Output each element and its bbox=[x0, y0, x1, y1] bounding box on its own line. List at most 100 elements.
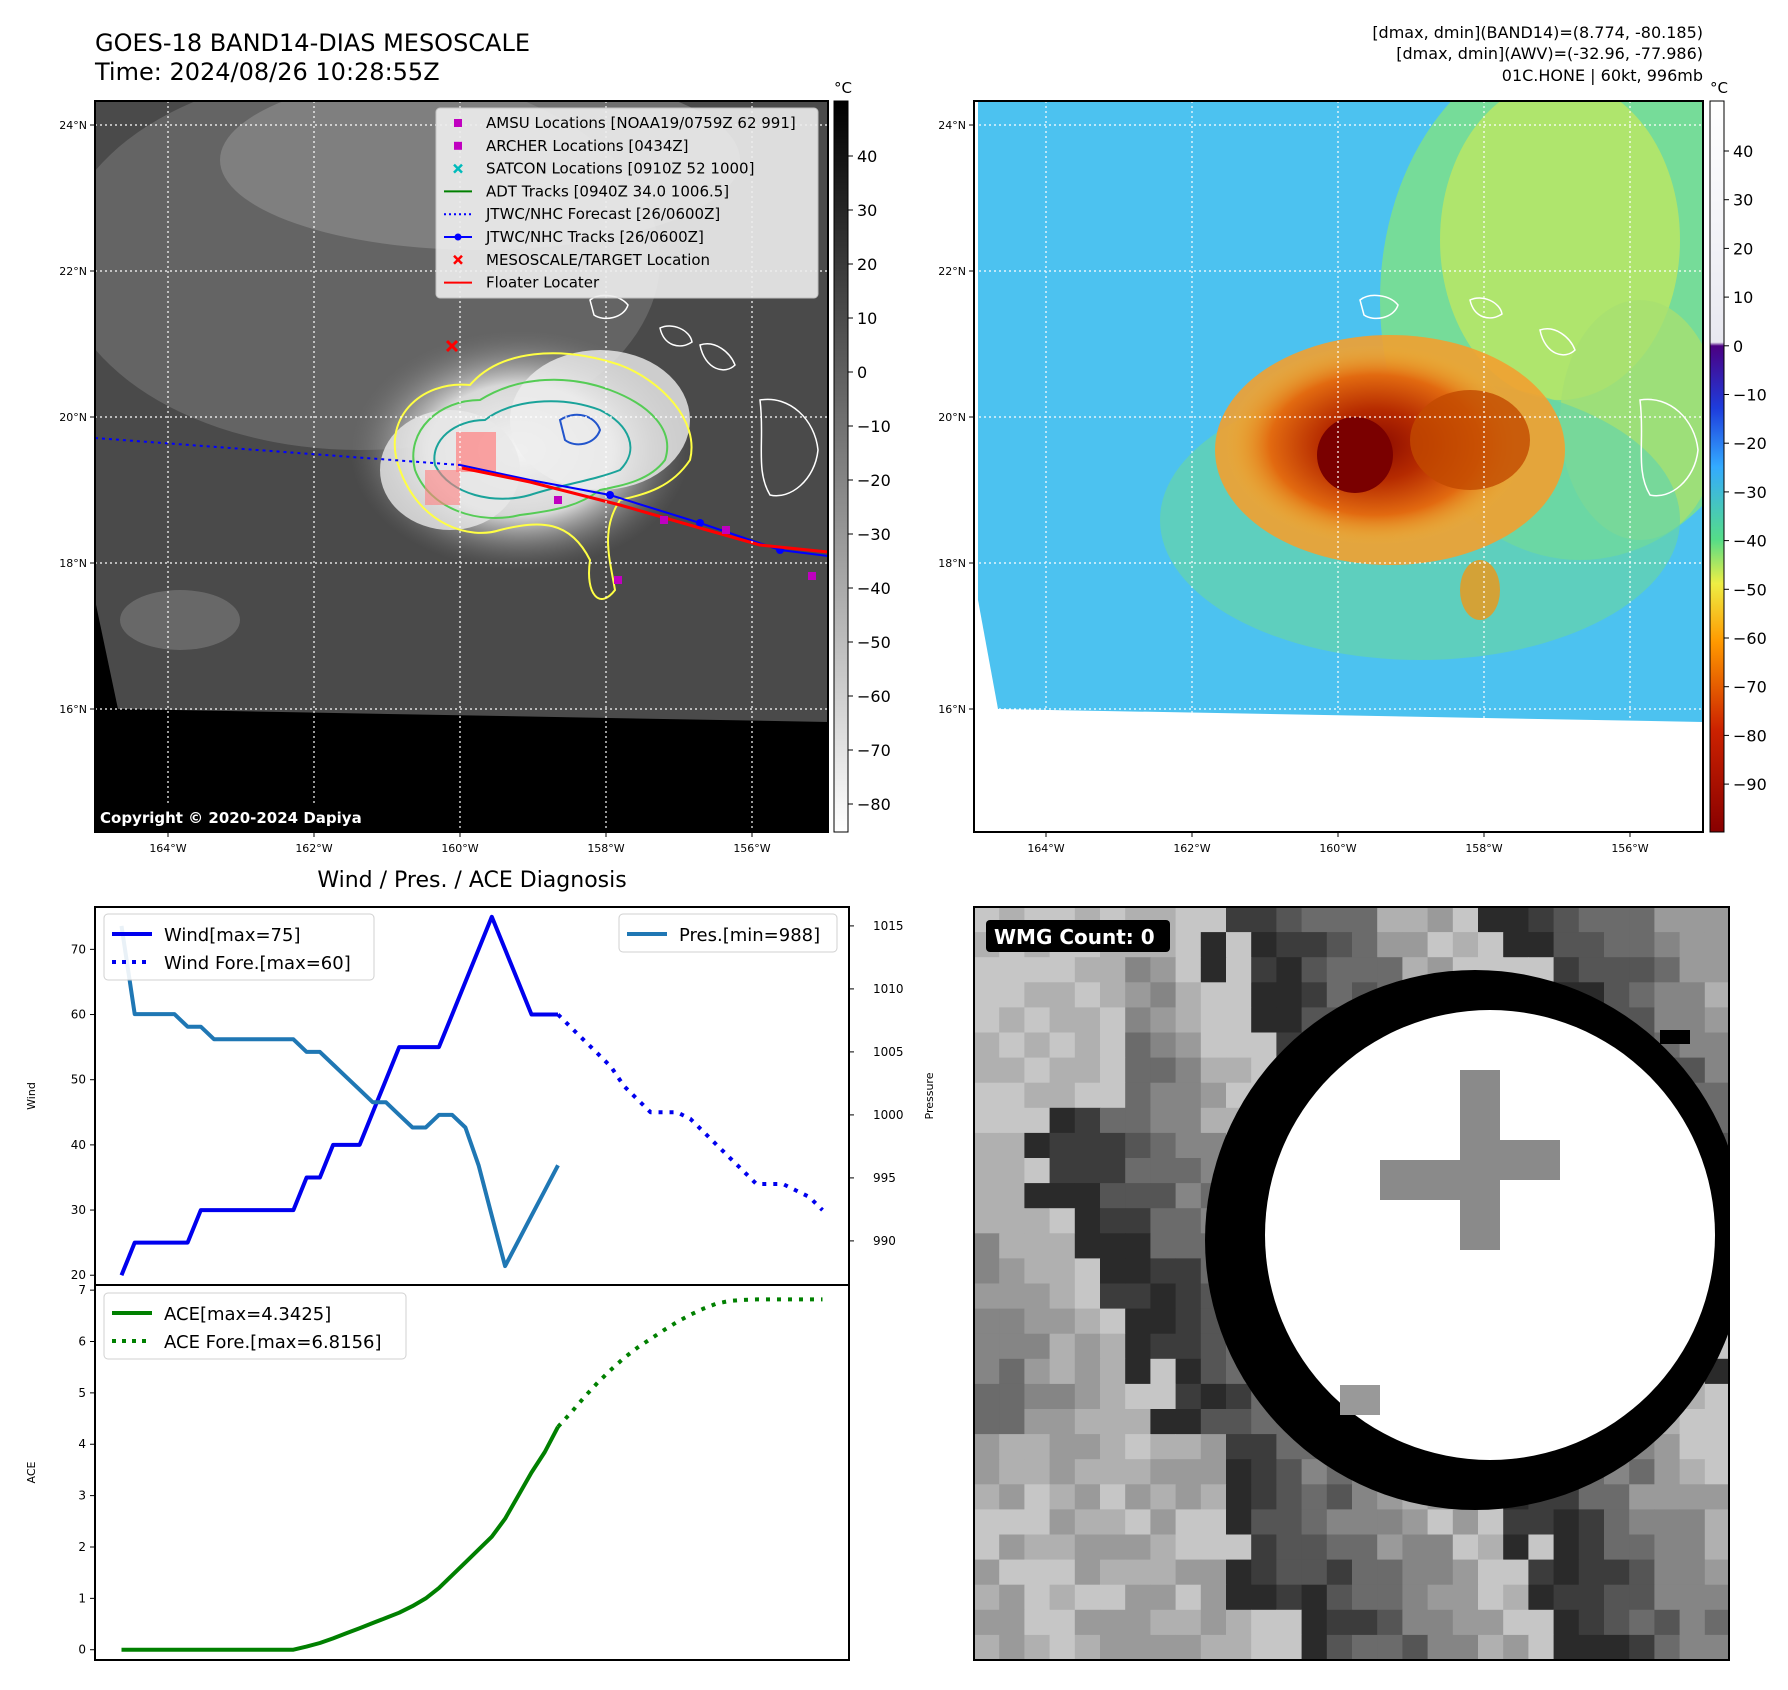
wmg-pixel bbox=[974, 1409, 1000, 1435]
wmg-pixel bbox=[1024, 1434, 1050, 1460]
y-axis-label: Wind bbox=[25, 1082, 38, 1110]
wmg-pixel bbox=[1629, 1509, 1655, 1535]
wmg-pixel bbox=[1074, 1057, 1101, 1084]
lon-tick-label: 158°W bbox=[1465, 842, 1502, 855]
wmg-pixel bbox=[1654, 1007, 1680, 1033]
wmg-pixel bbox=[1200, 932, 1227, 958]
wmg-pixel bbox=[1100, 957, 1126, 983]
wmg-pixel bbox=[999, 1082, 1025, 1109]
wmg-pixel bbox=[1175, 1434, 1202, 1460]
wmg-pixel bbox=[1175, 1032, 1202, 1058]
wmg-pixel bbox=[1175, 907, 1202, 933]
y-tick-label: 2 bbox=[78, 1540, 86, 1554]
wmg-pixel bbox=[1200, 1584, 1227, 1611]
wmg-pixel bbox=[1427, 1584, 1454, 1611]
wmg-pixel bbox=[999, 1383, 1025, 1410]
wmg-pixel bbox=[1200, 982, 1227, 1008]
wmg-pixel bbox=[1175, 1283, 1202, 1309]
wmg-pixel bbox=[1251, 982, 1277, 1008]
legend-label: ACE[max=4.3425] bbox=[164, 1304, 331, 1325]
colorbar-tick-label: −10 bbox=[857, 417, 891, 436]
wmg-pixel bbox=[974, 1333, 1000, 1360]
wmg-pixel bbox=[1679, 957, 1706, 983]
legend-entry: MESOSCALE/TARGET Location bbox=[453, 251, 710, 269]
wmg-pixel bbox=[1074, 1258, 1101, 1284]
wmg-pixel bbox=[1049, 1559, 1076, 1586]
wmg-pixel bbox=[1478, 1559, 1504, 1586]
y-tick-label: 30 bbox=[71, 1203, 86, 1217]
wmg-pixel bbox=[1478, 907, 1504, 933]
y-tick-label: 70 bbox=[71, 942, 86, 956]
wmg-pixel bbox=[1074, 1358, 1101, 1385]
wmg-pixel bbox=[1175, 1559, 1202, 1586]
colorbar-tick-label: 40 bbox=[857, 147, 877, 166]
wmg-pixel bbox=[1679, 1534, 1706, 1560]
wmg-pixel bbox=[974, 1459, 1000, 1485]
wmg-pixel bbox=[1402, 1534, 1428, 1560]
wmg-pixel bbox=[1578, 932, 1605, 958]
wmg-pixel bbox=[1578, 907, 1605, 933]
wmg-pixel bbox=[1528, 932, 1554, 958]
wmg-pixel bbox=[1578, 1509, 1605, 1535]
wmg-pixel bbox=[999, 1183, 1025, 1209]
wmg-pixel bbox=[1074, 1609, 1101, 1636]
wmg-pixel bbox=[1175, 1484, 1202, 1510]
wmg-pixel bbox=[1100, 1258, 1126, 1284]
wmg-pixel bbox=[1200, 907, 1227, 933]
wmg-pixel bbox=[1125, 1484, 1151, 1510]
ace-chart-frame bbox=[94, 1284, 850, 1661]
colorbar-tick-label: −50 bbox=[857, 633, 891, 652]
wmg-pixel bbox=[1654, 1459, 1680, 1485]
wmg-pixel bbox=[1251, 1032, 1277, 1058]
wmg-pixel bbox=[1175, 982, 1202, 1008]
colorbar-tick-label: 20 bbox=[1733, 239, 1753, 258]
colorbar-tick-label: −20 bbox=[1733, 434, 1767, 453]
wmg-pixel bbox=[1100, 1484, 1126, 1510]
wmg-pixel bbox=[1578, 1484, 1605, 1510]
wmg-pixel bbox=[1125, 1409, 1151, 1435]
wmg-pixel bbox=[999, 1258, 1025, 1284]
wmg-pixel bbox=[1528, 1534, 1554, 1560]
wmg-pixel bbox=[1049, 1609, 1076, 1636]
lon-tick-label: 156°W bbox=[733, 842, 770, 855]
wmg-pixel bbox=[1024, 1459, 1050, 1485]
wmg-pixel bbox=[1200, 1634, 1227, 1660]
wmg-pixel bbox=[1150, 1057, 1176, 1084]
wmg-pixel bbox=[1125, 1534, 1151, 1560]
wmg-pixel bbox=[1024, 1258, 1050, 1284]
wmg-pixel bbox=[1503, 1634, 1529, 1660]
wmg-pixel bbox=[1074, 1559, 1101, 1586]
wmg-pixel bbox=[1578, 1559, 1605, 1586]
wmg-pixel bbox=[1679, 1484, 1706, 1510]
legend-square-marker bbox=[454, 141, 462, 150]
wmg-pixel bbox=[1125, 1308, 1151, 1335]
wmg-pixel bbox=[999, 1559, 1025, 1586]
wmg-pixel bbox=[1074, 1383, 1101, 1410]
wmg-pixel bbox=[1200, 1534, 1227, 1560]
wmg-pixel bbox=[1200, 957, 1227, 983]
wmg-pixel bbox=[1604, 932, 1630, 958]
wmg-pixel bbox=[1503, 1509, 1529, 1535]
lat-tick-label: 20°N bbox=[59, 411, 87, 424]
wmg-pixel bbox=[1125, 957, 1151, 983]
colorbar-tick-label: 40 bbox=[1733, 142, 1753, 161]
wmg-pixel bbox=[1427, 1634, 1454, 1660]
wmg-pixel bbox=[1679, 932, 1706, 958]
wmg-pixel bbox=[1100, 1559, 1126, 1586]
wmg-pixel bbox=[1100, 1007, 1126, 1033]
wmg-pixel bbox=[1402, 907, 1428, 933]
wmg-pixel bbox=[1074, 1032, 1101, 1058]
wmg-pixel bbox=[1175, 1634, 1202, 1660]
wmg-pixel bbox=[1074, 1484, 1101, 1510]
ir-colorbar bbox=[833, 100, 849, 833]
wmg-pixel bbox=[1125, 1333, 1151, 1360]
y-tick-label: 60 bbox=[71, 1008, 86, 1022]
colorbar-tick-label: 10 bbox=[857, 309, 877, 328]
wmg-pixel bbox=[1377, 932, 1403, 958]
legend-dot-marker bbox=[454, 233, 462, 241]
wmg-pixel bbox=[974, 1383, 1000, 1410]
wmg-pixel bbox=[1200, 1434, 1227, 1460]
wmg-pixel bbox=[1629, 1609, 1655, 1636]
wmg-pixel bbox=[1704, 1409, 1729, 1435]
colorbar-tick-label: −20 bbox=[857, 471, 891, 490]
